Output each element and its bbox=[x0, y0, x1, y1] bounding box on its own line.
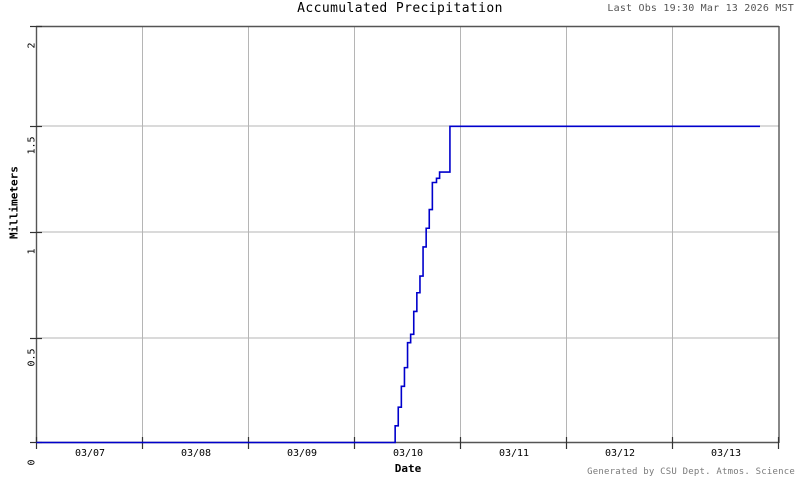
x-tick-label-0309: 03/09 bbox=[286, 448, 318, 459]
x-tick-label-0307: 03/07 bbox=[74, 448, 106, 459]
x-tick-label-0308: 03/08 bbox=[180, 448, 212, 459]
grid-lines bbox=[36, 26, 779, 443]
last-observation-timestamp: Last Obs 19:30 Mar 13 2026 MST bbox=[607, 3, 794, 14]
x-tick-label-0312: 03/12 bbox=[604, 448, 636, 459]
generated-by-credit: Generated by CSU Dept. Atmos. Science bbox=[587, 467, 795, 477]
x-tick-label-0310: 03/10 bbox=[392, 448, 424, 459]
x-tick-label-0313: 03/13 bbox=[710, 448, 742, 459]
precipitation-trace bbox=[36, 125, 760, 444]
x-tick-label-0311: 03/11 bbox=[498, 448, 530, 459]
x-axis-title: Date bbox=[394, 462, 422, 475]
axis-frame bbox=[35, 25, 780, 444]
chart-title: Accumulated Precipitation bbox=[297, 1, 503, 16]
